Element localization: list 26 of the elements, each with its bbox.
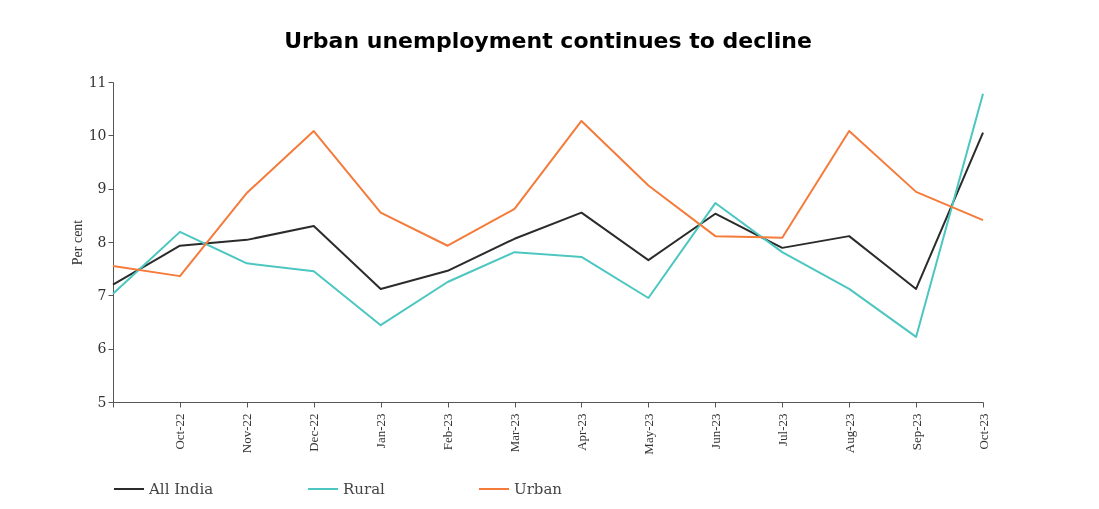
y-tick-label: 6 xyxy=(97,340,107,357)
x-tick-label: Nov-22 xyxy=(239,413,255,454)
x-tick-label: Feb-23 xyxy=(440,413,456,451)
x-tick-label: May-23 xyxy=(640,413,656,455)
y-tick-label: 11 xyxy=(88,73,107,90)
y-tick-label: 10 xyxy=(88,126,107,143)
x-tick-label: Jan-23 xyxy=(373,413,389,449)
x-tick-label: Dec-22 xyxy=(306,413,322,452)
x-tick-label: Jun-23 xyxy=(707,413,723,449)
legend-label: Rural xyxy=(343,480,386,498)
x-tick-label: Oct-23 xyxy=(975,413,991,450)
x-tick-label: Sep-23 xyxy=(908,413,924,451)
line-series xyxy=(112,92,984,338)
legend-label: All India xyxy=(148,480,214,498)
x-tick-label: Aug-23 xyxy=(841,413,857,454)
y-tick-label: 7 xyxy=(97,286,107,303)
x-tick-label: Apr-23 xyxy=(573,413,589,451)
legend-label: Urban xyxy=(514,480,563,498)
x-tick-label: Oct-22 xyxy=(172,413,188,450)
x-tick-label: Mar-23 xyxy=(507,413,523,453)
y-tick-label: 9 xyxy=(97,180,107,197)
y-tick-label: 8 xyxy=(97,233,107,250)
y-tick-label: 5 xyxy=(97,393,107,410)
x-tick-label: Jul-23 xyxy=(774,413,790,446)
chart-title: Urban unemployment continues to decline xyxy=(284,28,812,53)
y-axis-title: Per cent xyxy=(69,219,85,266)
